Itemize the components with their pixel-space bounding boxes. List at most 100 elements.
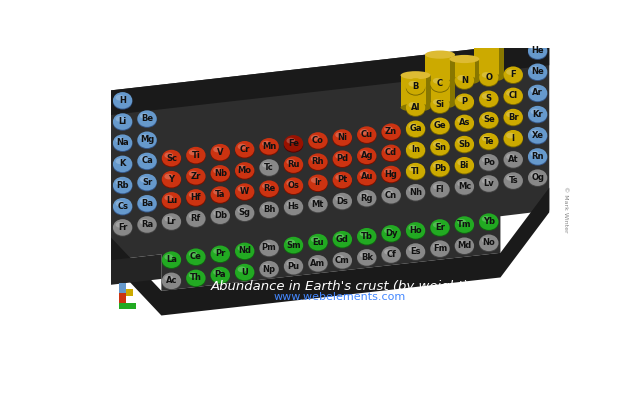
Ellipse shape: [357, 249, 376, 266]
Ellipse shape: [357, 148, 376, 164]
Ellipse shape: [138, 174, 157, 190]
Text: Ts: Ts: [508, 176, 518, 185]
Ellipse shape: [357, 190, 376, 206]
Text: C: C: [437, 79, 443, 88]
Ellipse shape: [479, 178, 499, 193]
Ellipse shape: [333, 252, 352, 269]
Text: Hf: Hf: [191, 193, 201, 202]
Ellipse shape: [528, 45, 547, 60]
Ellipse shape: [381, 187, 401, 204]
Ellipse shape: [381, 225, 401, 242]
Ellipse shape: [504, 109, 523, 125]
Ellipse shape: [287, 159, 295, 165]
Ellipse shape: [384, 190, 393, 196]
Ellipse shape: [430, 184, 450, 198]
Text: Ir: Ir: [314, 178, 321, 187]
Ellipse shape: [211, 210, 230, 225]
Text: Cf: Cf: [386, 250, 396, 259]
Ellipse shape: [237, 144, 246, 150]
Ellipse shape: [211, 246, 230, 262]
Ellipse shape: [454, 157, 474, 174]
Text: Es: Es: [410, 247, 421, 256]
Text: Ag: Ag: [360, 151, 373, 160]
Text: Sc: Sc: [166, 154, 177, 162]
Ellipse shape: [262, 204, 271, 210]
Text: Er: Er: [435, 223, 445, 232]
Ellipse shape: [482, 157, 490, 162]
Text: Gd: Gd: [336, 235, 349, 244]
Ellipse shape: [235, 266, 254, 281]
Ellipse shape: [311, 258, 319, 264]
Text: Lr: Lr: [166, 217, 176, 226]
Ellipse shape: [237, 245, 246, 251]
Text: Sm: Sm: [286, 240, 301, 250]
Ellipse shape: [259, 183, 279, 198]
Ellipse shape: [406, 99, 425, 116]
Ellipse shape: [211, 144, 230, 160]
Ellipse shape: [454, 136, 474, 152]
Text: O: O: [485, 73, 492, 82]
Text: K: K: [120, 159, 126, 168]
Ellipse shape: [408, 166, 417, 171]
Ellipse shape: [430, 160, 450, 176]
Ellipse shape: [528, 66, 547, 81]
Text: Ce: Ce: [190, 252, 202, 261]
Ellipse shape: [357, 169, 376, 185]
Ellipse shape: [454, 160, 474, 174]
Ellipse shape: [406, 78, 425, 95]
Ellipse shape: [138, 155, 157, 170]
Ellipse shape: [211, 146, 230, 161]
Text: Ca: Ca: [141, 156, 153, 166]
Text: B: B: [412, 82, 419, 91]
Ellipse shape: [430, 118, 450, 134]
Ellipse shape: [482, 237, 490, 243]
Text: Ac: Ac: [166, 276, 177, 285]
Ellipse shape: [235, 207, 254, 222]
Text: Sb: Sb: [458, 140, 470, 148]
Ellipse shape: [262, 264, 271, 269]
Ellipse shape: [482, 178, 490, 184]
Ellipse shape: [479, 72, 499, 87]
Text: Mn: Mn: [262, 142, 276, 151]
Ellipse shape: [479, 93, 499, 108]
Ellipse shape: [164, 195, 173, 200]
Ellipse shape: [138, 195, 157, 212]
Ellipse shape: [406, 184, 425, 200]
Text: Cs: Cs: [117, 202, 128, 211]
Bar: [119, 293, 125, 303]
Ellipse shape: [528, 127, 547, 144]
Text: Bh: Bh: [263, 205, 275, 214]
Ellipse shape: [531, 130, 540, 136]
Ellipse shape: [284, 258, 303, 274]
Ellipse shape: [284, 156, 303, 173]
Text: Ar: Ar: [532, 88, 543, 98]
Ellipse shape: [482, 216, 490, 222]
Ellipse shape: [189, 150, 198, 155]
Ellipse shape: [189, 213, 198, 219]
Bar: [125, 289, 132, 296]
Ellipse shape: [406, 123, 425, 138]
Ellipse shape: [113, 134, 132, 151]
Ellipse shape: [162, 251, 181, 268]
Ellipse shape: [138, 198, 157, 212]
Ellipse shape: [357, 129, 376, 144]
Ellipse shape: [430, 99, 450, 114]
Ellipse shape: [113, 92, 132, 109]
Ellipse shape: [454, 219, 474, 234]
Ellipse shape: [406, 222, 425, 239]
Ellipse shape: [506, 133, 515, 138]
Ellipse shape: [504, 90, 523, 105]
Ellipse shape: [284, 178, 303, 194]
Text: Nb: Nb: [214, 169, 227, 178]
Text: Nh: Nh: [409, 188, 422, 197]
Ellipse shape: [454, 216, 474, 233]
Ellipse shape: [116, 116, 124, 122]
Text: Ra: Ra: [141, 220, 153, 229]
Ellipse shape: [454, 94, 474, 110]
Ellipse shape: [408, 123, 417, 129]
Ellipse shape: [113, 179, 132, 194]
Ellipse shape: [186, 251, 205, 266]
Ellipse shape: [259, 264, 279, 278]
Text: Pb: Pb: [434, 164, 446, 173]
Ellipse shape: [335, 234, 344, 239]
